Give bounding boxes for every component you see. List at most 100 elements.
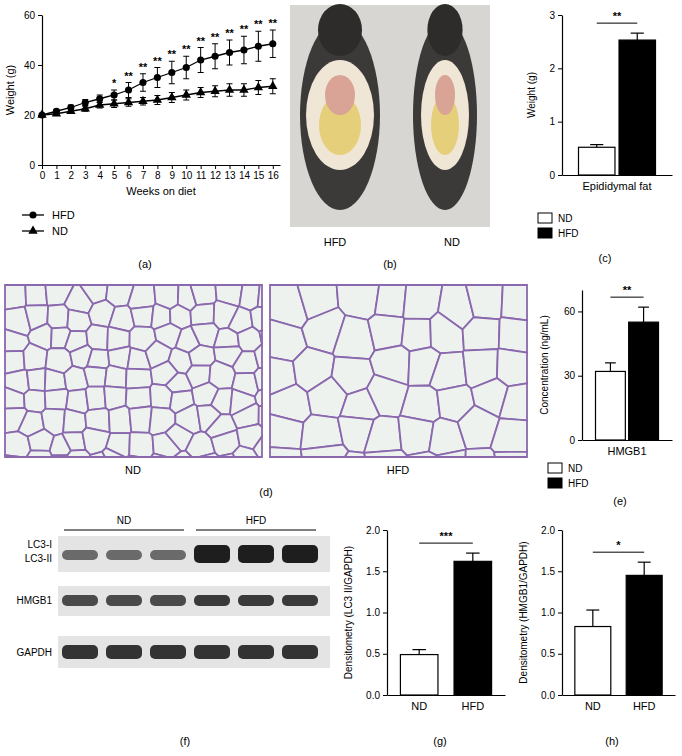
band <box>62 550 98 560</box>
y-tick: 0.5 <box>366 648 387 659</box>
legend-marker <box>29 211 36 218</box>
x-tick: 10 <box>181 165 193 181</box>
significance: ** <box>240 23 249 35</box>
legend: NDHFD <box>538 213 579 239</box>
y-tick: 0 <box>29 160 42 171</box>
band <box>238 645 274 659</box>
adipocyte <box>270 447 302 457</box>
x-tick: 1 <box>54 165 60 181</box>
bar <box>454 561 492 695</box>
adipocyte <box>430 312 464 354</box>
marker <box>111 91 118 98</box>
significance: ** <box>613 10 622 22</box>
plot-area <box>579 33 656 175</box>
adipocyte <box>190 303 214 325</box>
x-tick-label: 2 <box>69 170 75 181</box>
adipocyte <box>23 343 47 371</box>
x-tick-label: 14 <box>239 170 251 181</box>
y-tick-mark <box>578 440 582 441</box>
x-tick: ND <box>585 695 601 712</box>
y-tick-mark <box>383 571 387 572</box>
error-stem <box>643 307 644 322</box>
adipocyte <box>127 456 138 457</box>
adipocyte <box>45 389 69 410</box>
error-cap <box>241 83 247 84</box>
bar <box>629 322 659 440</box>
bar <box>575 627 611 695</box>
x-tick-mark <box>244 165 245 169</box>
y-tick-mark <box>558 654 562 655</box>
x-tick-mark <box>201 165 202 169</box>
significance: ** <box>211 31 220 43</box>
y-tick-label: 40 <box>24 60 36 71</box>
adipocyte <box>5 431 31 457</box>
y-tick-label: 1.5 <box>366 566 380 577</box>
error-cap <box>111 90 117 91</box>
band <box>194 595 230 606</box>
error-cap <box>241 36 247 37</box>
marker <box>196 87 205 95</box>
adipocyte <box>129 432 153 457</box>
adipocyte <box>364 450 407 457</box>
y-tick: 2.0 <box>541 525 562 536</box>
band <box>282 545 318 563</box>
adipocyte <box>47 304 68 328</box>
y-tick-label: 2 <box>549 63 555 74</box>
adipocyte <box>233 446 258 457</box>
y-tick: 0 <box>549 170 562 181</box>
x-tick: 6 <box>126 165 132 181</box>
x-tick-mark <box>71 165 72 169</box>
error-cap <box>255 94 261 95</box>
y-axis: 0.00.51.01.52.0 <box>366 525 387 701</box>
adipocyte <box>258 285 262 307</box>
adipocyte <box>126 387 151 409</box>
band <box>150 550 186 560</box>
panel-label: (g) <box>433 735 446 747</box>
organ <box>325 75 355 115</box>
panel-label: (a) <box>138 258 151 270</box>
adipocyte <box>52 455 68 457</box>
row-label: LC3-I <box>28 539 52 550</box>
legend-swatch <box>538 213 552 223</box>
x-axis: ND HFD <box>563 695 676 712</box>
legend-swatch <box>548 478 562 488</box>
blot-strip <box>58 536 330 572</box>
x-tick: 14 <box>239 165 251 181</box>
x-tick-label: 7 <box>141 170 147 181</box>
band <box>62 645 98 659</box>
legend-label: HFD <box>568 478 589 489</box>
y-axis-title: Concentration (ng/mL) <box>539 315 550 415</box>
error-cap <box>154 104 160 105</box>
y-tick: 1 <box>549 116 562 127</box>
group-line <box>196 530 316 531</box>
adipocyte <box>300 414 343 449</box>
x-tick-mark <box>85 165 86 169</box>
adipocyte <box>84 366 107 386</box>
error-bar <box>241 36 247 64</box>
x-tick-label: 1 <box>54 170 60 181</box>
x-tick: 8 <box>155 165 161 181</box>
adipocyte <box>174 451 192 457</box>
error-cap <box>183 78 189 79</box>
legend-label: ND <box>52 225 68 237</box>
x-axis: Epididymal fat <box>563 175 673 192</box>
y-tick-label: 60 <box>24 10 36 21</box>
legend-item: ND <box>548 463 582 474</box>
error-cap <box>270 30 276 31</box>
x-tick-label: 12 <box>210 170 222 181</box>
y-tick: 30 <box>564 370 582 381</box>
x-tick-label: HFD <box>633 700 656 712</box>
x-tick-label: ND <box>411 700 427 712</box>
adipocyte <box>270 414 303 449</box>
marker <box>255 43 262 50</box>
y-tick-mark <box>558 530 562 531</box>
bar <box>579 147 615 175</box>
adipocyte <box>24 390 46 413</box>
figure: 0123456789101112131415160204060*********… <box>0 0 682 756</box>
adipocyte <box>499 317 527 352</box>
error-bar <box>126 83 132 98</box>
y-tick-mark <box>558 15 562 16</box>
error-cap <box>198 97 204 98</box>
legend-item: HFD <box>22 209 75 221</box>
marker <box>81 103 90 111</box>
